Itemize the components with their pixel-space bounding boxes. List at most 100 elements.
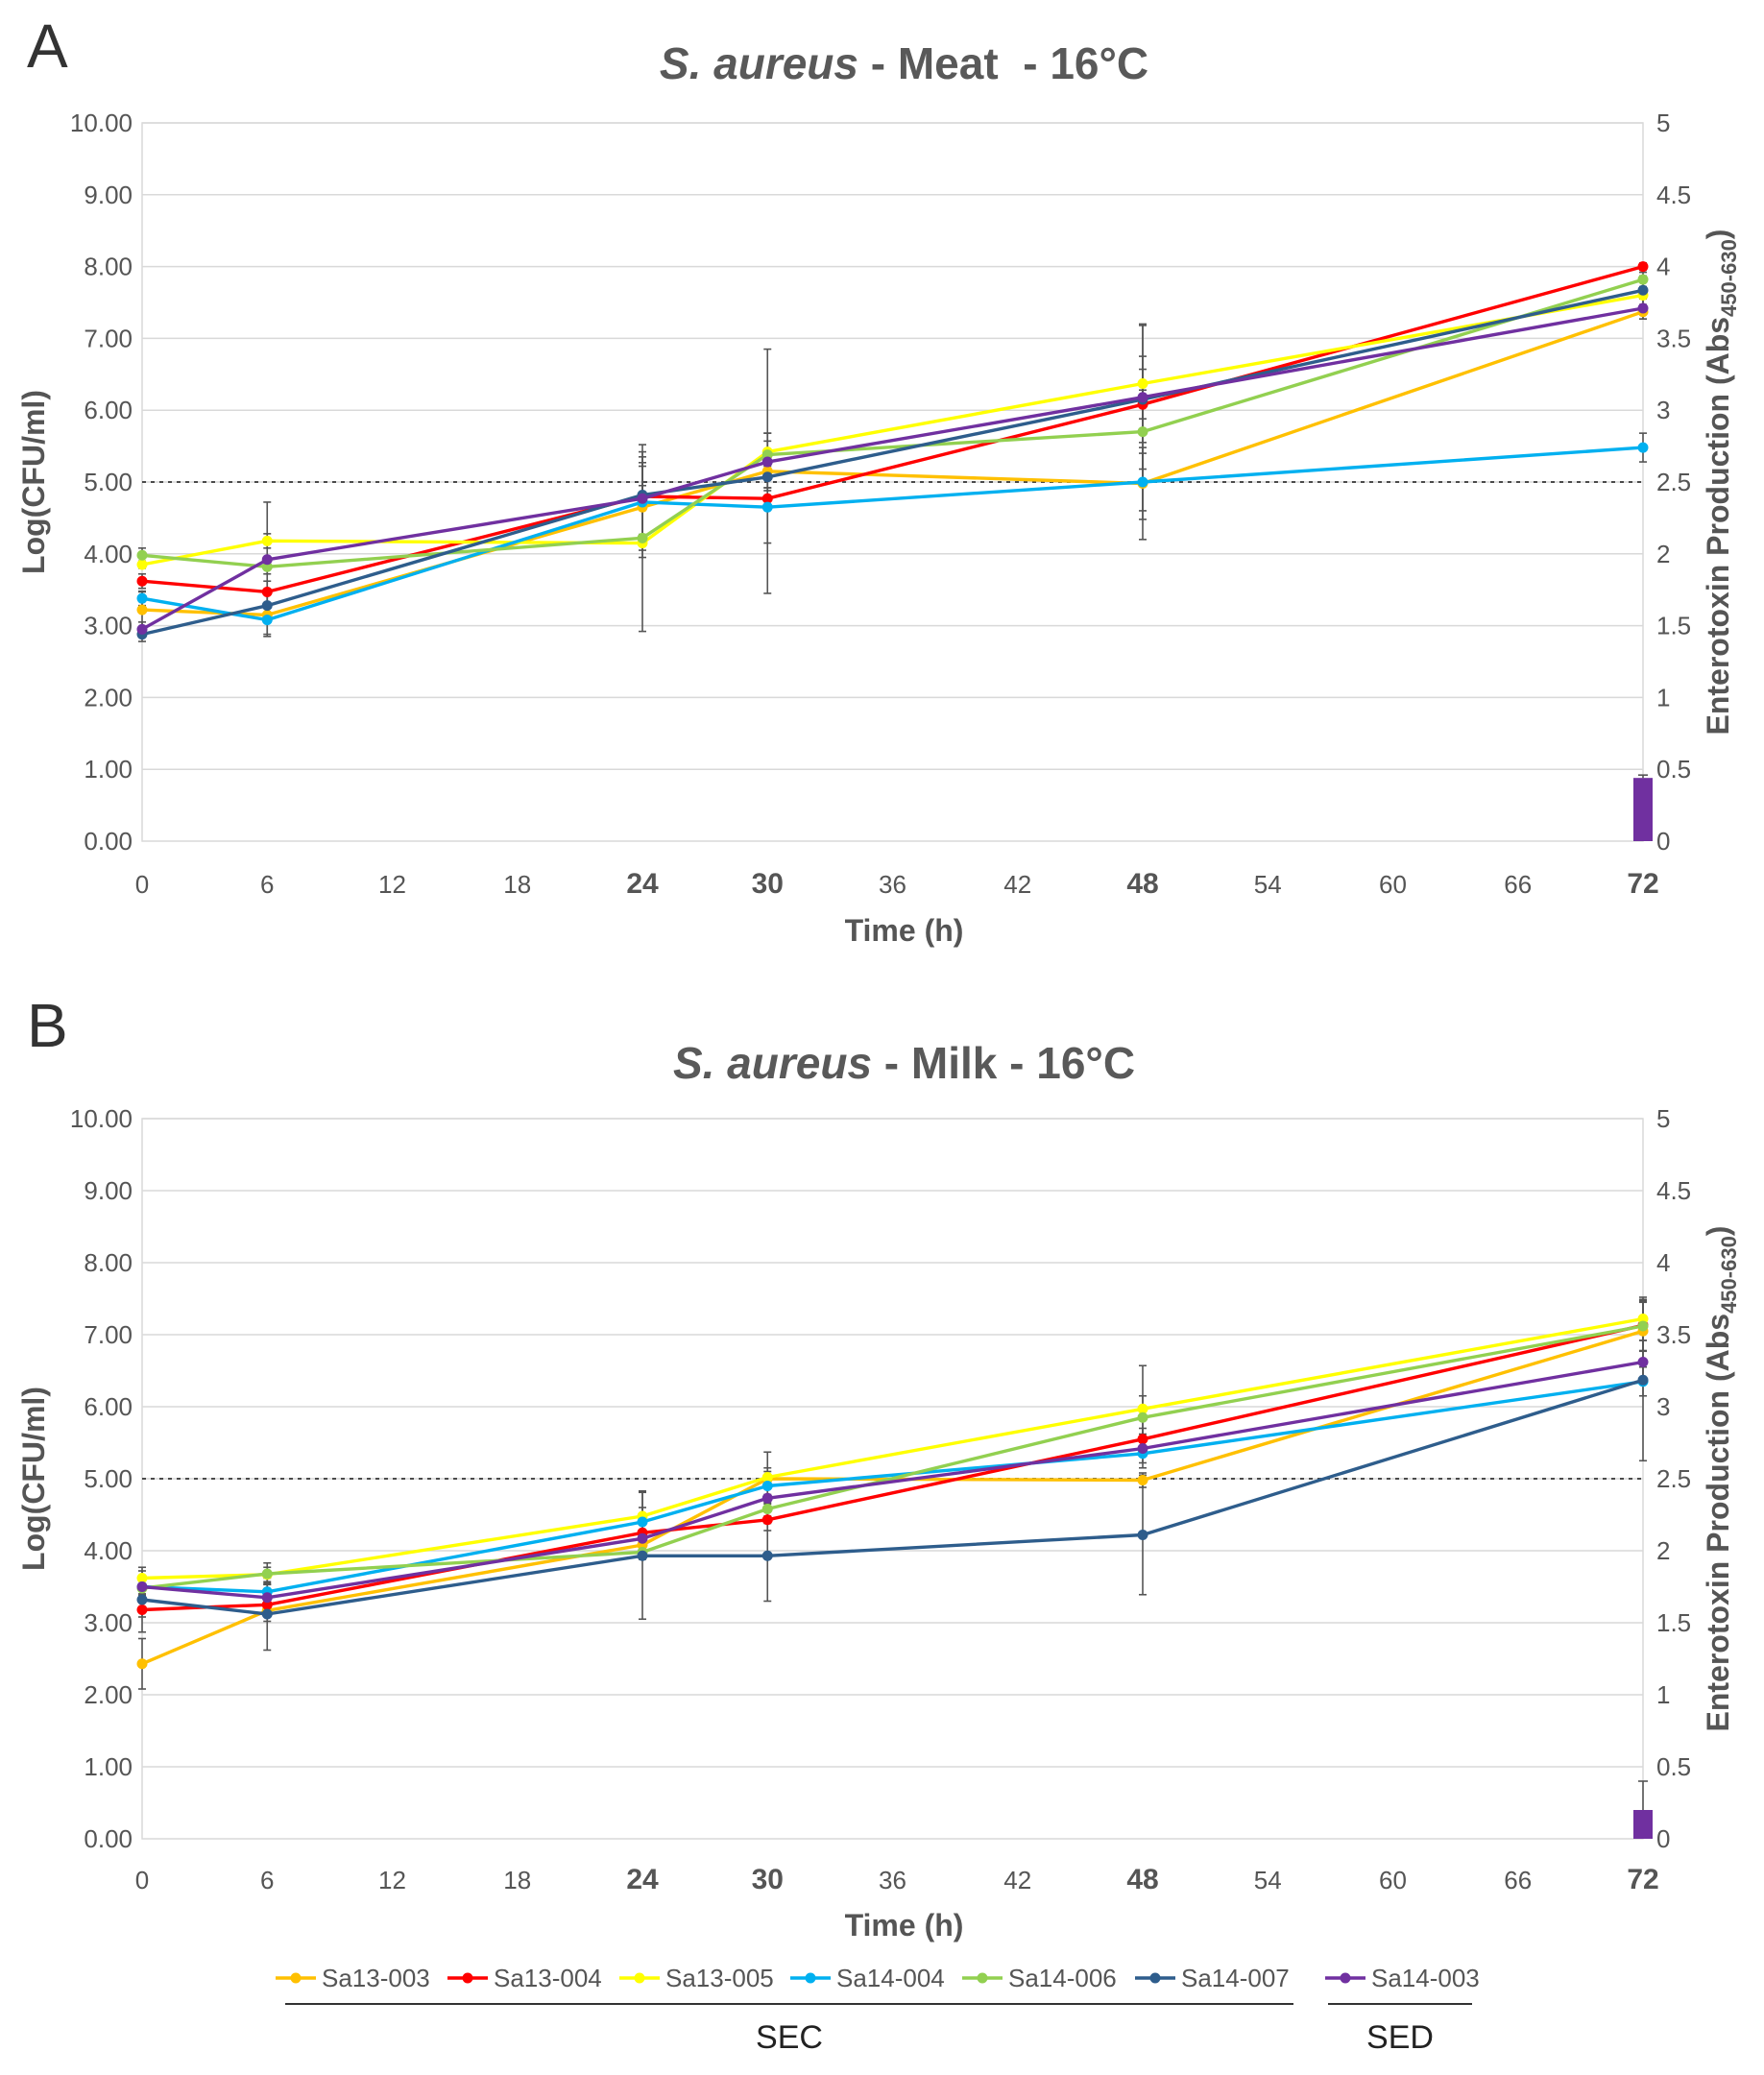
- panel-a-line-sa14-003: [141, 306, 1644, 631]
- panel-a-y-tick-label: 3.00: [84, 612, 133, 640]
- panel-a-point-sa13-003: [136, 604, 148, 615]
- panel-a-point-sa13-005: [261, 535, 273, 546]
- panel-a-x-tick-label: 54: [1254, 870, 1282, 899]
- panel-b-line-sa13-004: [141, 1323, 1644, 1612]
- panel-a-line-sa13-003: [141, 310, 1644, 617]
- legend-label: Sa14-004: [836, 1964, 945, 1992]
- panel-a-y-tick-label: 5.00: [84, 468, 133, 496]
- panel-b-x-tick-label: 0: [135, 1866, 149, 1894]
- panel-b-y-tick-label: 0.00: [84, 1824, 133, 1853]
- panel-a-point-sa14-004: [136, 592, 148, 604]
- panel-b-title-condition: - Milk - 16°C: [872, 1038, 1135, 1088]
- legend-item-sa14-006: Sa14-006: [962, 1964, 1117, 1992]
- panel-b-y-tick-label: 6.00: [84, 1392, 133, 1421]
- legend-swatch-marker: [1149, 1972, 1161, 1984]
- panel-a-y-tick-label: 2.00: [84, 683, 133, 712]
- legend: Sa13-003 Sa13-004 Sa13-005 Sa14-004 Sa14-006…: [276, 1964, 1480, 1992]
- panel-a-x-tick-label: 30: [752, 868, 784, 900]
- panel-b-x-tick-label: 72: [1627, 1864, 1658, 1895]
- panel-b-line-sa14-006: [141, 1324, 1644, 1590]
- panel-a-point-sa14-007: [761, 471, 773, 483]
- panel-a-point-sa14-007: [261, 600, 273, 612]
- panel-b-y-tick-label: 9.00: [84, 1176, 133, 1205]
- panel-a-line-sa14-006: [141, 277, 1644, 568]
- panel-b-point-sa14-003: [136, 1581, 148, 1592]
- legend-label: Sa14-003: [1371, 1964, 1480, 1992]
- panel-a-x-tick-label: 6: [260, 870, 274, 899]
- panel-a-x-tick-label: 72: [1627, 868, 1658, 900]
- panel-b-point-sa14-007: [136, 1594, 148, 1605]
- panel-b-point-sa14-004: [761, 1481, 773, 1491]
- panel-a-point-sa14-006: [1137, 426, 1148, 438]
- panel-a-y2-axis-title: Enterotoxin Production (Abs450-630): [1701, 229, 1741, 736]
- panel-a-x-tick-label: 18: [503, 870, 531, 899]
- panel-b-y2-tick-label: 5: [1656, 1104, 1670, 1133]
- panel-b-point-sa14-003: [761, 1492, 773, 1504]
- panel-a-y-tick-label: 10.00: [70, 109, 133, 137]
- panel-a-x-tick-label: 0: [135, 870, 149, 899]
- panel-a-point-sa14-006: [1637, 274, 1649, 285]
- panel-b-line-sa14-003: [141, 1360, 1644, 1600]
- panel-b-y2-tick-label: 3.5: [1656, 1320, 1691, 1349]
- legend-swatch-marker: [805, 1972, 816, 1984]
- legend-label: Sa13-005: [665, 1964, 774, 1992]
- panel-a-title: S. aureus - Meat - 16°C: [660, 38, 1148, 88]
- panel-b-point-sa13-003: [136, 1658, 148, 1670]
- panel-b-y-tick-label: 5.00: [84, 1464, 133, 1493]
- panel-a-y2-title-subscript: 450-630: [1717, 239, 1741, 317]
- panel-b-x-tick-label: 18: [503, 1866, 531, 1894]
- panel-b-point-sa14-003: [1137, 1443, 1148, 1454]
- panel-b-y2-tick-label: 0.5: [1656, 1752, 1691, 1781]
- panel-a-point-sa14-004: [1137, 476, 1148, 488]
- panel-b-y2-title-subscript: 450-630: [1717, 1236, 1741, 1314]
- panel-a-point-sa14-003: [1637, 302, 1649, 314]
- panel-a-y-tick-label: 7.00: [84, 324, 133, 352]
- panel-a-point-sa13-004: [761, 493, 773, 504]
- panel-b-point-sa13-004: [761, 1514, 773, 1526]
- panel-b-y-tick-label: 4.00: [84, 1536, 133, 1565]
- panel-a-y-tick-label: 6.00: [84, 396, 133, 424]
- panel-b-y-tick-label: 1.00: [84, 1752, 133, 1781]
- panel-a-y2-tick-label: 3.5: [1656, 324, 1691, 352]
- panel-b-bar-sa14-003: [1633, 1810, 1653, 1839]
- panel-b-x-tick-label: 42: [1003, 1866, 1031, 1894]
- panel-a-point-sa14-007: [1637, 284, 1649, 296]
- group-sed: SED: [1328, 2003, 1472, 2056]
- legend-label: Sa13-003: [322, 1964, 430, 1992]
- panel-a-point-sa14-006: [136, 549, 148, 561]
- legend-item-sa14-004: Sa14-004: [790, 1964, 945, 1992]
- legend-item-sa13-003: Sa13-003: [276, 1964, 430, 1992]
- panel-a-bar-sa14-003: [1633, 778, 1653, 841]
- panel-a-point-sa14-004: [761, 501, 773, 513]
- panel-b-y-tick-label: 2.00: [84, 1680, 133, 1709]
- panel-b-point-sa13-003: [1137, 1475, 1148, 1485]
- panel-a-point-sa13-004: [1637, 261, 1649, 273]
- group-label: SED: [1366, 2019, 1434, 2056]
- group-sec: SEC: [285, 2003, 1293, 2056]
- panel-b-point-sa14-006: [761, 1504, 773, 1514]
- panel-b-point-sa14-003: [1637, 1357, 1649, 1367]
- legend-swatch-marker: [462, 1972, 473, 1984]
- panel-b-y2-tick-label: 2: [1656, 1536, 1670, 1565]
- panel-a-x-tick-label: 66: [1504, 870, 1532, 899]
- panel-a-line-sa14-004: [141, 446, 1644, 622]
- panel-a-chart: A S. aureus - Meat - 16°C 0.00 1.00 2.00 3.00…: [16, 12, 1741, 948]
- panel-b-point-sa14-004: [637, 1516, 648, 1528]
- panel-a-y-tick-label: 8.00: [84, 253, 133, 281]
- legend-item-sa14-007: Sa14-007: [1135, 1964, 1290, 1992]
- panel-b-line-sa13-003: [141, 1329, 1644, 1666]
- panel-a-title-condition: - Meat - 16°C: [858, 38, 1148, 88]
- panel-a-y2-tick-label: 1: [1656, 683, 1670, 712]
- panel-a-y2-title-main: Enterotoxin Production (Abs: [1701, 317, 1735, 736]
- group-label: SEC: [756, 2019, 823, 2056]
- panel-b-point-sa13-004: [136, 1605, 148, 1615]
- panel-a-point-sa14-003: [261, 554, 273, 566]
- panel-b-x-tick-label: 24: [626, 1864, 659, 1895]
- panel-b-y2-tick-label: 3: [1656, 1392, 1670, 1421]
- panel-a-y2-tick-label: 4.5: [1656, 181, 1691, 209]
- panel-a-y2-title-close: ): [1701, 229, 1735, 240]
- panel-a-letter: A: [27, 12, 68, 81]
- panel-b-y-tick-label: 7.00: [84, 1320, 133, 1349]
- panel-a-point-sa14-004: [1637, 442, 1649, 453]
